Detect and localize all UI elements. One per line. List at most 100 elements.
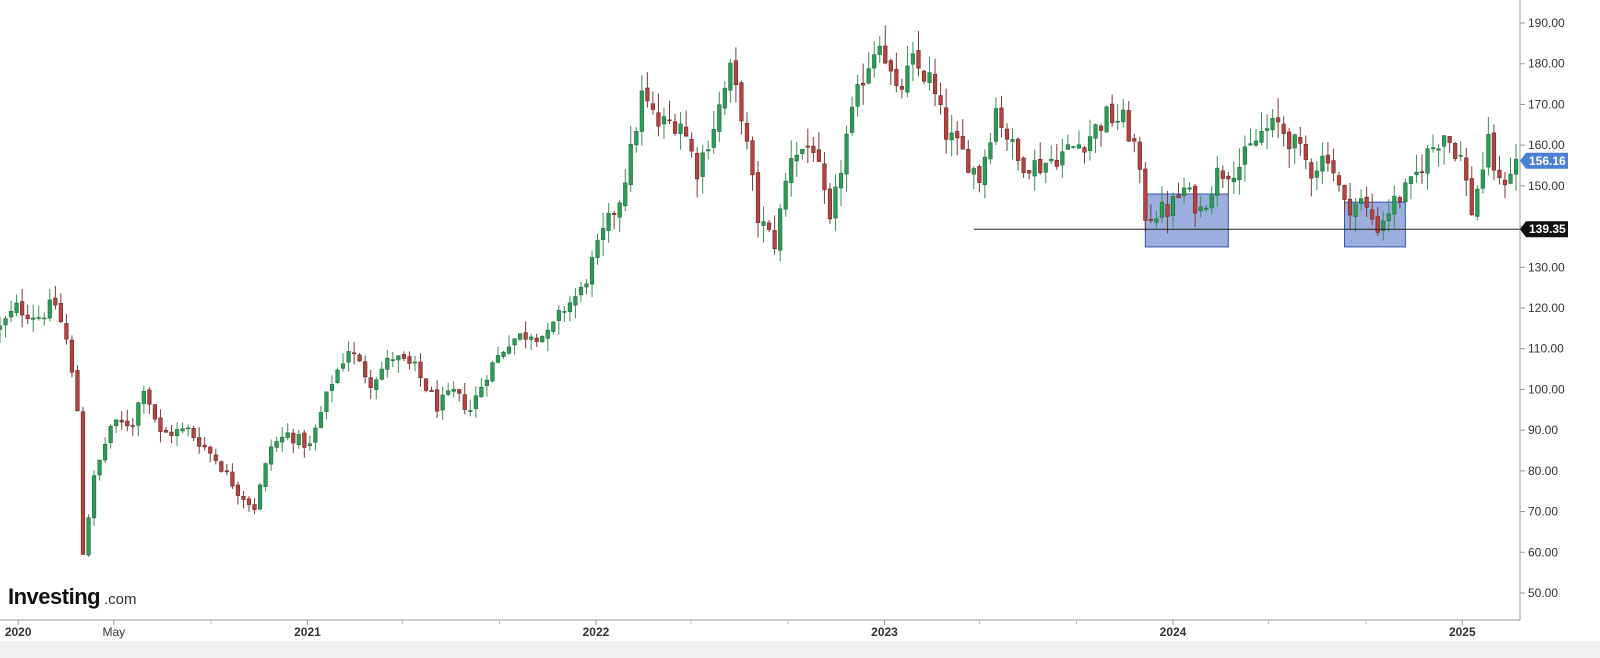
candle-body bbox=[346, 351, 351, 363]
candle bbox=[152, 404, 158, 423]
candle-body bbox=[1508, 173, 1513, 184]
candle-body bbox=[1154, 218, 1159, 223]
candle-body bbox=[1359, 198, 1364, 204]
candle-body bbox=[1314, 170, 1319, 178]
candle-body bbox=[1220, 170, 1225, 179]
candle bbox=[1159, 186, 1165, 224]
candle-body bbox=[1336, 175, 1342, 186]
candle bbox=[1187, 182, 1192, 193]
candle-body bbox=[407, 356, 412, 364]
candle bbox=[678, 112, 683, 150]
candle bbox=[435, 380, 440, 419]
candle bbox=[595, 233, 600, 265]
candle-body bbox=[1204, 207, 1209, 210]
candle-body bbox=[1325, 154, 1331, 164]
candle-body bbox=[379, 368, 384, 380]
candle bbox=[921, 69, 927, 85]
candle-body bbox=[529, 336, 534, 340]
candle bbox=[1043, 162, 1048, 184]
candle-body bbox=[191, 428, 196, 438]
candle-body bbox=[595, 239, 600, 258]
candle-body bbox=[130, 425, 135, 427]
candle-body bbox=[412, 361, 418, 364]
candle bbox=[219, 460, 224, 473]
candle bbox=[999, 95, 1004, 138]
candle bbox=[1015, 137, 1021, 171]
candle-body bbox=[1237, 166, 1242, 181]
y-tick-label: 150.00 bbox=[1528, 179, 1565, 193]
candle-body bbox=[1309, 162, 1314, 179]
candle bbox=[479, 378, 484, 398]
candle bbox=[556, 305, 561, 335]
candle bbox=[1502, 171, 1508, 199]
candle-body bbox=[36, 317, 41, 319]
candle-body bbox=[1292, 134, 1297, 149]
candle-body bbox=[1397, 197, 1402, 203]
candle-body bbox=[894, 68, 899, 86]
candle bbox=[80, 406, 86, 555]
candle bbox=[1425, 145, 1430, 190]
candle bbox=[114, 419, 119, 433]
candle bbox=[1060, 138, 1065, 178]
candle-body bbox=[8, 310, 14, 318]
candle bbox=[1176, 182, 1181, 199]
candle bbox=[955, 121, 960, 156]
candle-body bbox=[722, 87, 727, 109]
candle-body bbox=[534, 337, 539, 342]
candle bbox=[1475, 184, 1480, 221]
candle-body bbox=[783, 180, 788, 210]
candle bbox=[628, 125, 633, 193]
candle bbox=[844, 125, 849, 192]
candle-body bbox=[252, 504, 257, 510]
support-zone-1 bbox=[1144, 193, 1229, 248]
candle bbox=[75, 365, 80, 412]
candle-body bbox=[224, 470, 229, 473]
candle bbox=[578, 281, 584, 302]
candle bbox=[224, 463, 229, 476]
candle bbox=[1049, 145, 1054, 164]
candle bbox=[401, 351, 407, 362]
candle bbox=[374, 376, 379, 400]
candle bbox=[1336, 171, 1342, 192]
candle bbox=[186, 424, 191, 437]
candle bbox=[993, 97, 999, 145]
candle bbox=[772, 215, 777, 255]
candle-body bbox=[1170, 196, 1176, 216]
candle bbox=[180, 422, 185, 434]
candle bbox=[1110, 94, 1115, 127]
candle bbox=[1447, 136, 1452, 153]
candle bbox=[230, 463, 235, 490]
candle bbox=[778, 203, 783, 262]
candle bbox=[451, 381, 456, 398]
candle bbox=[506, 335, 512, 355]
candle-body bbox=[0, 325, 3, 330]
candle bbox=[1220, 165, 1225, 189]
candle bbox=[1021, 156, 1026, 179]
candle-body bbox=[883, 45, 888, 64]
candle-body bbox=[744, 123, 750, 142]
candle bbox=[883, 25, 888, 65]
candle-body bbox=[479, 386, 484, 398]
candle bbox=[700, 144, 705, 194]
candle bbox=[69, 335, 75, 378]
candle bbox=[1038, 142, 1043, 175]
candle bbox=[1104, 105, 1109, 133]
candle-body bbox=[1486, 134, 1491, 168]
candle bbox=[86, 514, 91, 557]
candle bbox=[302, 429, 307, 458]
candle-body bbox=[877, 45, 882, 55]
candle-body bbox=[158, 417, 163, 432]
candle-body bbox=[1392, 195, 1397, 215]
candle-body bbox=[418, 361, 423, 379]
candle bbox=[163, 426, 169, 433]
candle bbox=[800, 148, 805, 160]
candle-body bbox=[208, 446, 213, 454]
candle bbox=[916, 31, 921, 77]
candle-body bbox=[993, 108, 999, 142]
candle-body bbox=[75, 370, 80, 412]
candle-body bbox=[772, 230, 777, 250]
candle bbox=[573, 288, 578, 319]
candle-body bbox=[1115, 120, 1120, 123]
